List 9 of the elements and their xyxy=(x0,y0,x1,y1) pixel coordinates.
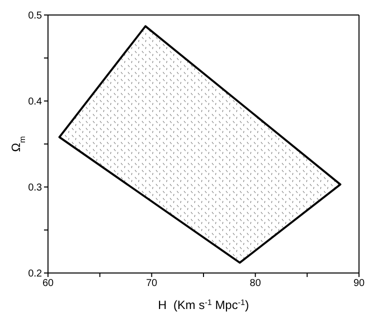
y-tick-label: 0.3 xyxy=(28,182,42,194)
x-tick-label: 90 xyxy=(353,278,365,290)
y-tick-label: 0.4 xyxy=(28,96,42,108)
x-tick-label: 80 xyxy=(250,278,262,290)
x-tick-label: 60 xyxy=(42,278,54,290)
x-axis-title: H (Km s$^{-1}$ Mpc$^{-1}$) xyxy=(158,298,249,312)
x-tick-label: 70 xyxy=(146,278,158,290)
y-tick-label: 0.5 xyxy=(28,10,42,22)
y-tick-label: 0.2 xyxy=(28,268,42,280)
